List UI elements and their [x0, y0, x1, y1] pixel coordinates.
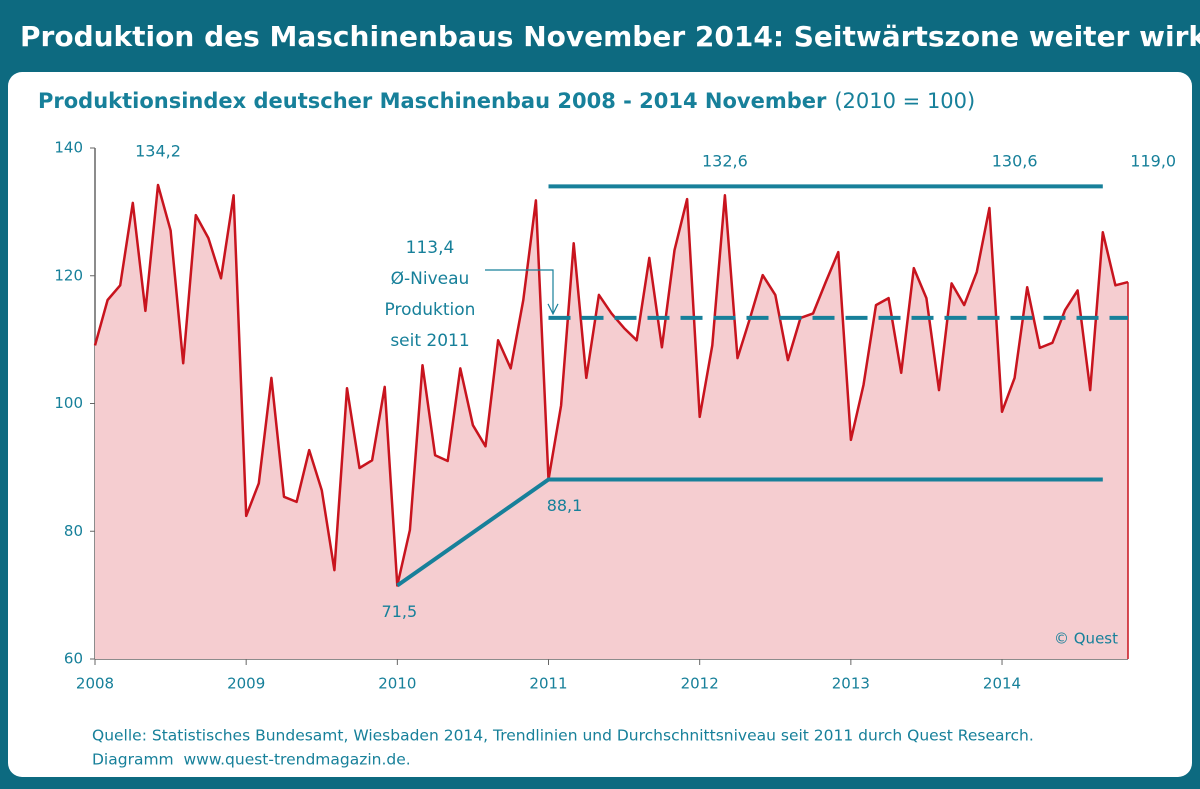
trend-line — [396, 477, 1103, 588]
y-tick-label: 60 — [64, 650, 83, 668]
x-tick-label: 2011 — [529, 675, 567, 693]
value-label: 130,6 — [992, 152, 1038, 171]
line — [93, 183, 1129, 587]
average-text: Produktion — [385, 300, 476, 320]
area — [95, 185, 1128, 659]
y-tick-label: 140 — [54, 139, 83, 157]
average-text: Ø-Niveau — [391, 269, 470, 289]
x-tick-label: 2010 — [378, 675, 416, 693]
y-tick-label: 100 — [54, 394, 83, 412]
arrow-head — [547, 303, 559, 316]
x-tick-label: 2013 — [832, 675, 870, 693]
average-arrow — [485, 269, 554, 313]
x-tick-label: 2008 — [76, 675, 114, 693]
x-tick-label: 2009 — [227, 675, 265, 693]
subtitle: (2010 = 100) — [834, 89, 975, 113]
y-tick-label: 80 — [64, 522, 83, 540]
value-label: 71,5 — [382, 602, 418, 621]
value-label: 132,6 — [702, 152, 748, 171]
average-label: 113,4 — [406, 238, 455, 258]
link: Diagramm www.quest-trendmagazin.de. — [92, 751, 411, 769]
chart-title: Produktionsindex deutscher Maschinenbau … — [38, 89, 975, 113]
header-title: Produktion des Maschinenbaus November 20… — [20, 20, 1200, 53]
source: Quelle: Statistisches Bundesamt, Wiesbad… — [92, 727, 1034, 745]
value-label: 119,0 — [1130, 152, 1176, 171]
plot: 60 80 100 120 140 2008 2009 2010 2011 2012 2013 201… — [54, 139, 1176, 693]
average-text: seit 2011 — [390, 331, 469, 351]
x-tick-label: 2014 — [983, 675, 1021, 693]
y-tick-label: 120 — [54, 266, 83, 284]
value-label: 134,2 — [135, 142, 181, 161]
credit: © Quest — [1054, 630, 1118, 648]
x-tick-label: 2012 — [681, 675, 719, 693]
title: Produktionsindex deutscher Maschinenbau … — [38, 89, 827, 113]
value-label: 88,1 — [547, 496, 583, 515]
